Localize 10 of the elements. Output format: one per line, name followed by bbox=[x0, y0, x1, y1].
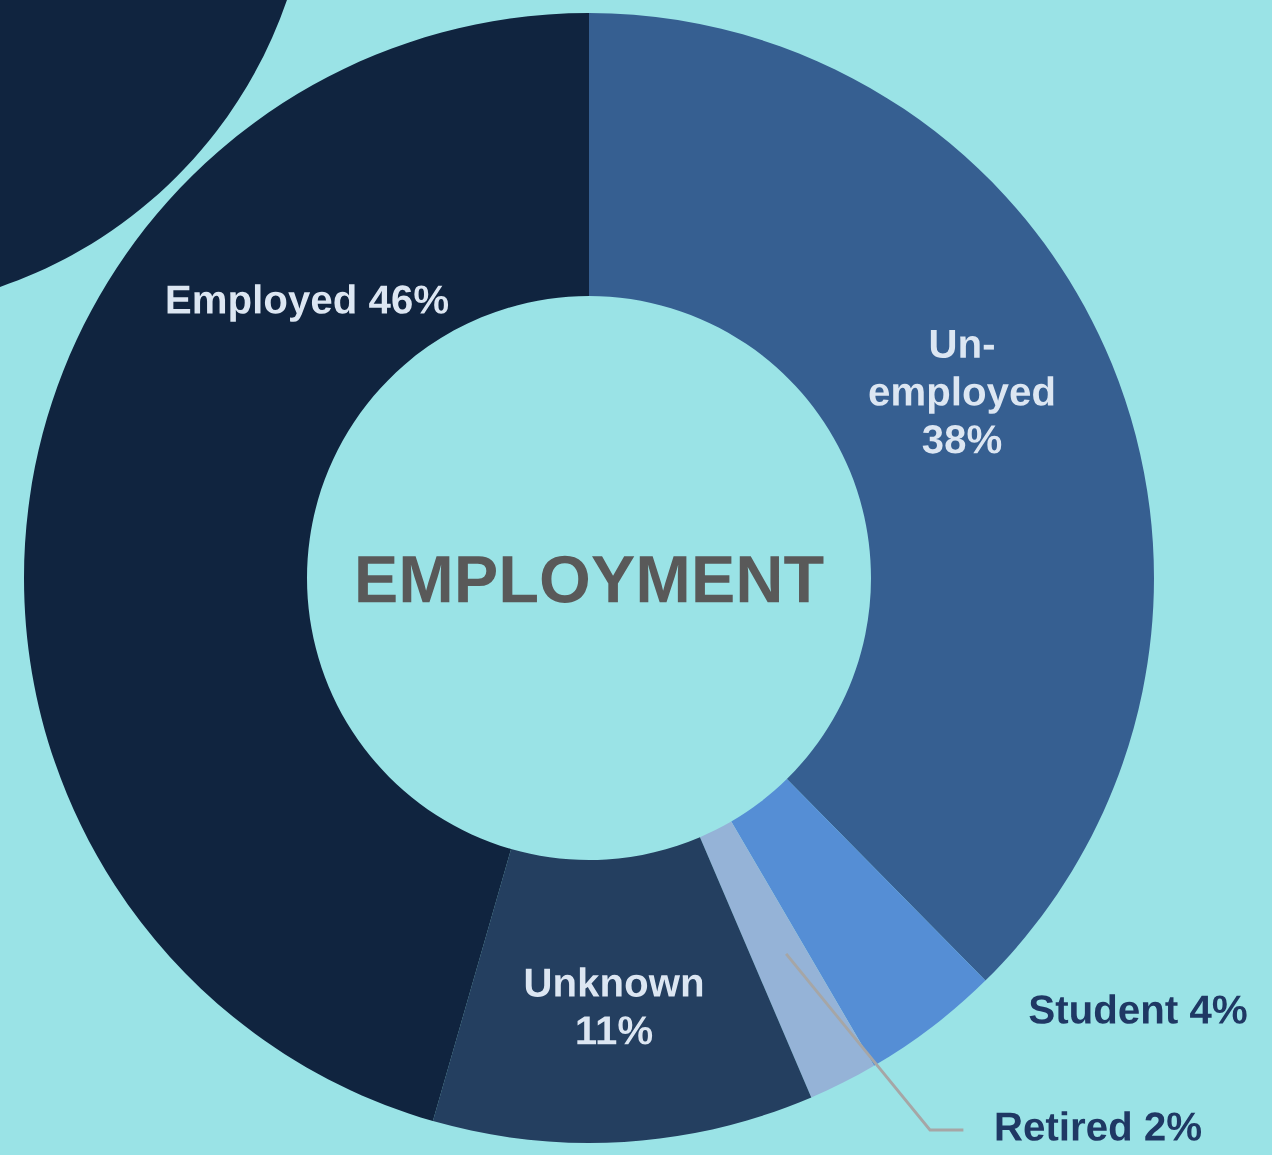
donut-slice bbox=[731, 778, 986, 1066]
donut-slice bbox=[432, 837, 812, 1143]
slice-label: Student 4% bbox=[1029, 994, 1247, 1024]
text: EMPLOYMENT bbox=[358, 555, 824, 603]
slice-label: Unknown bbox=[525, 967, 703, 997]
data-label: 38% bbox=[922, 425, 1002, 454]
slice-label: Retired 2% bbox=[996, 1111, 1202, 1141]
slice-label: Un- employed bbox=[869, 329, 1054, 414]
data-label: 11% bbox=[577, 1016, 653, 1045]
slice-label: Employed 46% bbox=[167, 284, 449, 322]
